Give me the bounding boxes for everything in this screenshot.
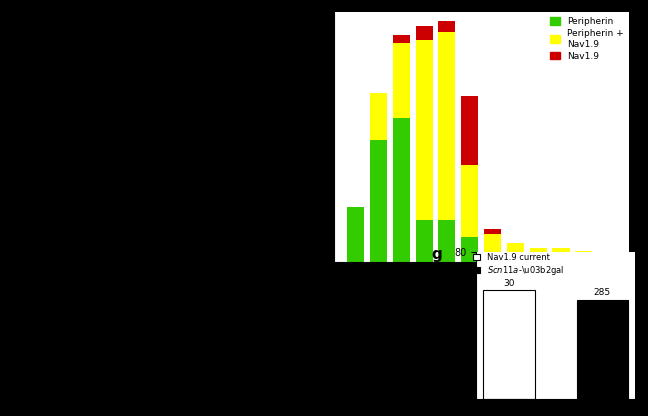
Bar xyxy=(438,21,456,32)
Text: 30: 30 xyxy=(503,279,515,288)
Bar xyxy=(575,251,592,257)
Text: b: b xyxy=(305,5,315,20)
Bar xyxy=(415,220,433,262)
Bar xyxy=(461,96,478,165)
Y-axis label: DiI-neurons (%): DiI-neurons (%) xyxy=(439,285,448,366)
Legend: Nav1.9 current, $\it{Scn11a}$-\u03b2gal: Nav1.9 current, $\it{Scn11a}$-\u03b2gal xyxy=(472,253,564,277)
Bar xyxy=(553,254,570,262)
Bar xyxy=(598,257,615,262)
Bar xyxy=(415,40,433,220)
Bar xyxy=(461,165,478,237)
Bar xyxy=(529,248,547,254)
Bar xyxy=(507,243,524,262)
Bar xyxy=(393,35,410,43)
Bar xyxy=(415,26,433,40)
Bar xyxy=(529,254,547,262)
Bar xyxy=(393,118,410,262)
Bar xyxy=(598,254,615,257)
Bar xyxy=(484,229,501,234)
Bar xyxy=(370,93,387,140)
Bar xyxy=(393,43,410,118)
Bar xyxy=(461,237,478,262)
Text: 285: 285 xyxy=(594,288,611,297)
Bar xyxy=(438,220,456,262)
Bar xyxy=(577,300,628,399)
Text: Ø (μm): Ø (μm) xyxy=(595,0,629,10)
Bar xyxy=(370,140,387,262)
Y-axis label: Number of cells: Number of cells xyxy=(296,96,306,178)
Bar xyxy=(483,290,535,399)
Bar xyxy=(347,207,364,262)
Bar xyxy=(438,32,456,220)
Legend: Peripherin, Peripherin +
Nav1.9, Nav1.9: Peripherin, Peripherin + Nav1.9, Nav1.9 xyxy=(550,17,624,61)
Text: g: g xyxy=(432,247,443,262)
Bar xyxy=(484,234,501,262)
Bar xyxy=(575,257,592,262)
Bar xyxy=(553,248,570,254)
